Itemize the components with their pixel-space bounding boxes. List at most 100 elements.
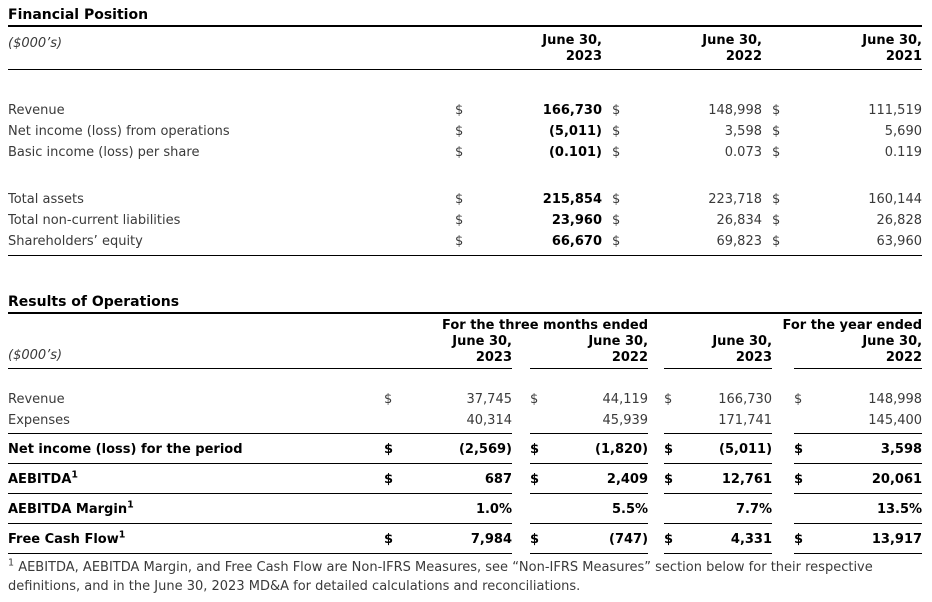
currency-symbol: $ bbox=[384, 523, 400, 554]
currency-symbol: $ bbox=[664, 392, 673, 407]
cell-value: 0.119 bbox=[884, 145, 922, 160]
column-header-q-2022: June 30, 2022 bbox=[530, 334, 649, 369]
results-of-operations-section: Results of Operations For the three mont… bbox=[8, 294, 924, 596]
column-header-2021: June 30, 2021 bbox=[786, 27, 922, 70]
table-row-net-income-operations: Net income (loss) from operations $ (5,0… bbox=[8, 121, 922, 142]
currency-symbol: $ bbox=[612, 124, 621, 139]
financial-position-title: Financial Position bbox=[8, 7, 922, 27]
cell-value: 63,960 bbox=[786, 231, 922, 256]
row-label: Net income (loss) from operations bbox=[8, 124, 230, 139]
spacer-cell bbox=[772, 494, 794, 524]
row-label: Total assets bbox=[8, 192, 84, 207]
spacer-cell bbox=[8, 314, 384, 334]
column-header-line2: 2023 bbox=[735, 350, 773, 365]
spacer-cell bbox=[512, 434, 530, 464]
cell-value: 13.5% bbox=[810, 493, 923, 524]
column-header-line1: June 30, bbox=[712, 334, 773, 349]
row-label: Basic income (loss) per share bbox=[8, 145, 200, 160]
table-row-basic-income-per-share: Basic income (loss) per share $ (0.101) … bbox=[8, 142, 922, 163]
spacer-cell bbox=[772, 334, 794, 369]
cell-value: 171,741 bbox=[680, 410, 773, 434]
column-header-line2: 2023 bbox=[475, 350, 512, 365]
currency-symbol: $ bbox=[794, 463, 811, 494]
cell-value: 44,119 bbox=[602, 392, 649, 407]
cell-value: 23,960 bbox=[551, 213, 602, 228]
row-label: Expenses bbox=[8, 410, 384, 434]
spacer-cell bbox=[648, 334, 664, 369]
row-label: Net income (loss) for the period bbox=[8, 433, 384, 464]
non-ifrs-footnote: 1 AEBITDA, AEBITDA Margin, and Free Cash… bbox=[8, 558, 922, 596]
results-of-operations-title: Results of Operations bbox=[8, 294, 922, 314]
results-of-operations-table: For the three months ended For the year … bbox=[8, 314, 923, 554]
currency-symbol: $ bbox=[772, 103, 781, 118]
column-header-line2: 2022 bbox=[725, 49, 762, 64]
cell-value: 5,690 bbox=[884, 124, 922, 139]
cell-value: 26,834 bbox=[716, 213, 763, 228]
spacer-cell bbox=[772, 434, 794, 464]
spacer-cell bbox=[648, 389, 664, 410]
column-header-line2: 2021 bbox=[885, 49, 922, 64]
table-row-expenses: Expenses 40,314 45,939 171,741 145,400 bbox=[8, 410, 923, 434]
span-header-three-months: For the three months ended bbox=[441, 318, 649, 333]
cell-value: (1,820) bbox=[546, 433, 649, 464]
cell-value: 4,331 bbox=[680, 523, 773, 554]
units-label: ($000’s) bbox=[8, 27, 455, 70]
cell-value: 687 bbox=[400, 463, 512, 494]
cell-value: (747) bbox=[546, 523, 649, 554]
cell-value: 45,939 bbox=[546, 410, 649, 434]
currency-symbol: $ bbox=[455, 213, 464, 228]
currency-symbol bbox=[664, 493, 681, 524]
column-header-line1: June 30, bbox=[588, 334, 649, 349]
currency-symbol: $ bbox=[794, 523, 811, 554]
currency-symbol: $ bbox=[530, 392, 539, 407]
financial-position-section: Financial Position ($000’s) June 30, 202… bbox=[8, 7, 924, 256]
column-header-line2: 2022 bbox=[611, 350, 649, 365]
column-header-line1: June 30, bbox=[452, 334, 512, 349]
cell-value: 7.7% bbox=[680, 493, 773, 524]
currency-symbol bbox=[384, 493, 400, 524]
cell-value: 148,998 bbox=[868, 392, 923, 407]
currency-symbol: $ bbox=[384, 433, 400, 464]
table-row-revenue: Revenue $ 166,730 $ 148,998 $ 111,519 bbox=[8, 100, 922, 121]
column-header-line1: June 30, bbox=[542, 33, 602, 48]
table-header-row: ($000’s) June 30, 2023 June 30, 2022 Jun… bbox=[8, 334, 923, 369]
cell-value: 26,828 bbox=[876, 213, 923, 228]
currency-symbol bbox=[530, 493, 546, 524]
cell-value: 160,144 bbox=[868, 192, 922, 207]
spacer-row bbox=[8, 163, 922, 189]
cell-value: 37,745 bbox=[466, 392, 513, 407]
cell-value: 69,823 bbox=[630, 231, 762, 256]
cell-value: 5.5% bbox=[546, 493, 649, 524]
table-row-net-income-period: Net income (loss) for the period $ (2,56… bbox=[8, 433, 923, 464]
currency-symbol: $ bbox=[794, 392, 803, 407]
currency-symbol bbox=[664, 410, 681, 434]
spacer-cell bbox=[512, 389, 530, 410]
currency-symbol: $ bbox=[455, 192, 464, 207]
spacer-cell bbox=[772, 389, 794, 410]
column-header-2022: June 30, 2022 bbox=[630, 27, 762, 70]
cell-value: 3,598 bbox=[724, 124, 762, 139]
footnote-marker: 1 bbox=[127, 499, 134, 511]
currency-symbol: $ bbox=[612, 145, 621, 160]
cell-value: 40,314 bbox=[400, 410, 512, 434]
footnote-text: AEBITDA, AEBITDA Margin, and Free Cash F… bbox=[8, 560, 873, 594]
cell-value: 166,730 bbox=[542, 103, 602, 118]
column-header-q-2023: June 30, 2023 bbox=[384, 334, 512, 369]
row-label: Total non-current liabilities bbox=[8, 213, 181, 228]
currency-symbol: $ bbox=[384, 463, 400, 494]
cell-value: 215,854 bbox=[542, 192, 602, 207]
column-header-line2: 2022 bbox=[885, 350, 923, 365]
row-label: AEBITDA1 bbox=[8, 463, 384, 494]
row-label: Revenue bbox=[8, 392, 65, 407]
table-row-total-non-current-liabilities: Total non-current liabilities $ 23,960 $… bbox=[8, 210, 922, 231]
cell-value: 148,998 bbox=[708, 103, 762, 118]
spacer-cell bbox=[772, 464, 794, 494]
currency-symbol bbox=[794, 410, 811, 434]
column-header-y-2023: June 30, 2023 bbox=[664, 334, 773, 369]
footnote-marker: 1 bbox=[118, 529, 126, 541]
table-row-aebitda: AEBITDA1 $ 687 $ 2,409 $ 12,761 $ 20,061 bbox=[8, 463, 923, 494]
currency-symbol: $ bbox=[384, 392, 393, 407]
currency-symbol: $ bbox=[530, 433, 546, 464]
period-span-header-row: For the three months ended For the year … bbox=[8, 314, 922, 334]
currency-symbol: $ bbox=[455, 145, 464, 160]
